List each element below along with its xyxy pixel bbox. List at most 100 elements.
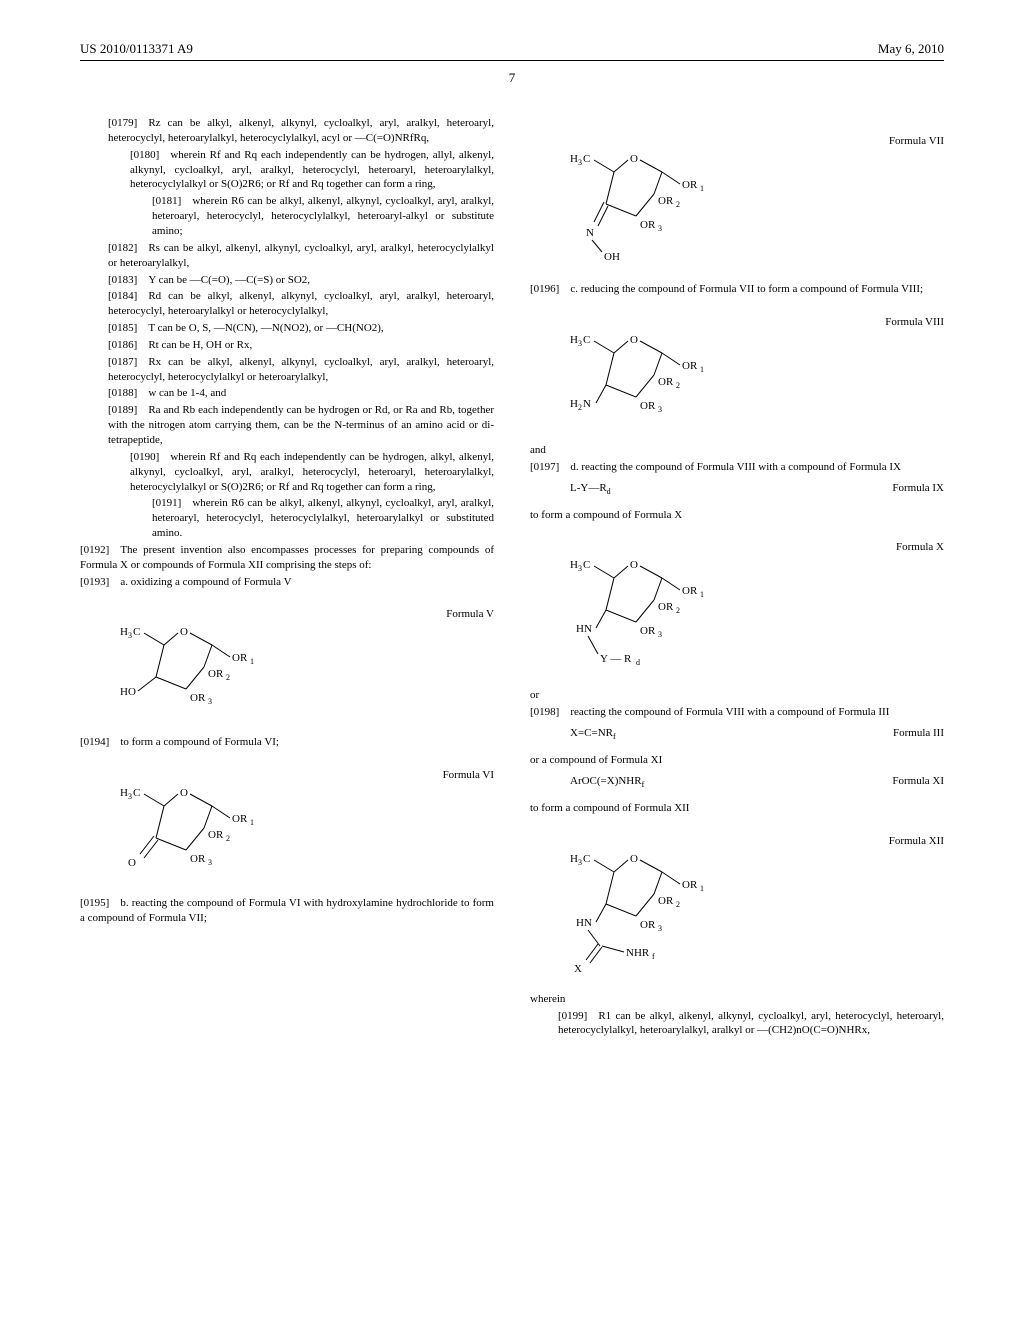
to-form-xii: to form a compound of Formula XII [530,801,944,816]
and-text: and [530,443,944,458]
svg-text:3: 3 [578,158,582,167]
svg-text:HO: HO [120,686,136,698]
para-0179: [0179] Rz can be alkyl, alkenyl, alkynyl… [80,116,494,146]
formula-iii-text: X=C=NRf [570,726,616,743]
svg-text:1: 1 [700,884,704,893]
right-column: Formula VII H3C O OR1 OR2 [530,116,944,1040]
svg-text:OR: OR [232,652,248,664]
svg-text:3: 3 [578,564,582,573]
para-0180: [0180] wherein Rf and Rq each independen… [80,148,494,193]
svg-text:OR: OR [232,813,248,825]
svg-text:NHR: NHR [626,947,650,959]
para-0183: [0183] Y can be —C(=O), —C(=S) or SO2, [80,273,494,288]
formula-vi-structure: H3C O OR1 OR2 O [120,778,300,878]
svg-text:OR: OR [640,400,656,412]
publication-date: May 6, 2010 [878,40,944,58]
svg-text:3: 3 [578,858,582,867]
svg-text:3: 3 [128,792,132,801]
svg-text:1: 1 [250,818,254,827]
svg-text:Y — R: Y — R [600,653,632,665]
para-0189: [0189] Ra and Rb each independently can … [80,403,494,448]
para-0196: [0196] c. reducing the compound of Formu… [530,282,944,297]
para-0199: [0199] R1 can be alkyl, alkenyl, alkynyl… [530,1009,944,1039]
svg-text:X: X [574,963,582,974]
formula-vii-block: Formula VII H3C O OR1 OR2 [530,134,944,264]
patent-number: US 2010/0113371 A9 [80,40,193,58]
svg-text:OR: OR [208,829,224,841]
para-0188: [0188] w can be 1-4, and [80,386,494,401]
formula-viii-block: Formula VIII H3C O OR1 OR2 [530,315,944,425]
svg-text:C: C [583,153,590,165]
svg-text:OR: OR [682,179,698,191]
para-0195: [0195] b. reacting the compound of Formu… [80,896,494,926]
svg-text:3: 3 [208,697,212,706]
svg-text:H: H [570,559,578,571]
para-0181: [0181] wherein R6 can be alkyl, alkenyl,… [80,194,494,239]
formula-ix-label: Formula IX [892,481,944,498]
svg-text:N: N [586,227,594,239]
para-0191: [0191] wherein R6 can be alkyl, alkenyl,… [80,496,494,541]
svg-text:N: N [583,398,591,410]
formula-x-label: Formula X [896,540,944,555]
svg-text:3: 3 [578,339,582,348]
svg-text:HN: HN [576,623,592,635]
svg-text:1: 1 [700,590,704,599]
para-0190: [0190] wherein Rf and Rq each independen… [80,450,494,495]
or-xi: or a compound of Formula XI [530,753,944,768]
para-0185: [0185] T can be O, S, —N(CN), —N(NO2), o… [80,321,494,336]
formula-v-block: Formula V H3C O OR1 OR2 [80,607,494,717]
formula-viii-label: Formula VIII [885,315,944,330]
svg-text:1: 1 [700,184,704,193]
formula-ix-text: L-Y—Rd [570,481,611,498]
svg-text:OR: OR [658,195,674,207]
svg-text:O: O [630,153,638,165]
svg-text:OR: OR [640,625,656,637]
svg-text:OR: OR [658,376,674,388]
formula-iii-label: Formula III [893,726,944,743]
svg-text:d: d [636,658,640,667]
formula-v-structure: H3C O OR1 OR2 HO OR3 [120,617,300,717]
para-0186: [0186] Rt can be H, OH or Rx, [80,338,494,353]
formula-viii-structure: H3C O OR1 OR2 H2N OR3 [570,325,750,425]
svg-text:HN: HN [576,917,592,929]
svg-text:OR: OR [640,219,656,231]
formula-vii-structure: H3C O OR1 OR2 N [570,144,750,264]
svg-text:C: C [583,334,590,346]
para-0184: [0184] Rd can be alkyl, alkenyl, alkynyl… [80,289,494,319]
svg-text:2: 2 [578,403,582,412]
svg-text:OR: OR [682,879,698,891]
formula-vii-label: Formula VII [889,134,944,149]
svg-text:3: 3 [658,224,662,233]
svg-text:O: O [180,626,188,638]
formula-vi-label: Formula VI [443,768,494,783]
formula-vi-block: Formula VI H3C O OR1 OR2 [80,768,494,878]
svg-text:H: H [570,334,578,346]
svg-text:H: H [570,398,578,410]
svg-text:C: C [583,853,590,865]
para-0193: [0193] a. oxidizing a compound of Formul… [80,575,494,590]
svg-text:2: 2 [226,834,230,843]
formula-xii-structure: H3C O OR1 OR2 HN [570,844,750,974]
left-column: [0179] Rz can be alkyl, alkenyl, alkynyl… [80,116,494,1040]
svg-text:OR: OR [682,360,698,372]
svg-text:OR: OR [658,895,674,907]
svg-text:3: 3 [658,630,662,639]
svg-text:2: 2 [226,673,230,682]
svg-text:3: 3 [658,924,662,933]
formula-v-label: Formula V [446,607,494,622]
formula-x-block: Formula X H3C O OR1 OR2 [530,540,944,670]
page-number: 7 [80,69,944,87]
svg-text:C: C [133,626,140,638]
para-0197: [0197] d. reacting the compound of Formu… [530,460,944,475]
svg-text:f: f [652,952,655,961]
para-0194: [0194] to form a compound of Formula VI; [80,735,494,750]
formula-xi-text: ArOC(=X)NHRf [570,774,644,791]
para-0187: [0187] Rx can be alkyl, alkenyl, alkynyl… [80,355,494,385]
svg-text:O: O [128,857,136,869]
formula-iii-block: X=C=NRf Formula III [530,726,944,743]
svg-text:2: 2 [676,606,680,615]
para-0198: [0198] reacting the compound of Formula … [530,705,944,720]
formula-xii-label: Formula XII [889,834,944,849]
wherein-text: wherein [530,992,944,1007]
svg-text:OH: OH [604,251,620,263]
